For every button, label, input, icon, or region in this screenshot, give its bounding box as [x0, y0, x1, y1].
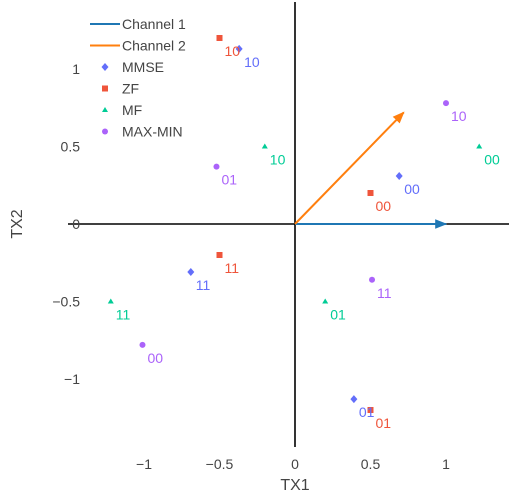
legend[interactable]: Channel 1 Channel 2 MMSE ZF MF MAX-MIN: [90, 16, 186, 140]
legend-item-max-min[interactable]: MAX-MIN: [102, 124, 183, 140]
zf-point-label: 11: [225, 260, 240, 276]
mmse-point: [187, 268, 195, 277]
mf-point-label: 10: [270, 152, 286, 168]
y-axis-title: TX2: [9, 209, 26, 238]
legend-item-zf[interactable]: ZF: [102, 81, 139, 97]
zf-point-label: 00: [376, 198, 392, 214]
y-tick-label: −1: [64, 371, 80, 387]
mmse-point: [235, 44, 243, 53]
zf-point: [367, 190, 374, 196]
max-min-point-label: 11: [377, 285, 392, 301]
x-axis-title: TX1: [280, 477, 309, 494]
zf-point: [367, 407, 374, 413]
channel-vectors: [294, 111, 448, 229]
max-min-point-label: 10: [451, 108, 467, 124]
y-tick-label: 0: [72, 216, 80, 232]
mmse-point-label: 11: [196, 277, 211, 293]
max-min-point: [443, 100, 449, 107]
y-tick-label: 0.5: [61, 139, 81, 155]
legend-marker-swatch: [102, 107, 108, 112]
zf-point: [216, 252, 223, 258]
y-tick-label: −0.5: [52, 294, 80, 310]
max-min-point: [369, 276, 376, 283]
mf-point-label: 11: [116, 307, 131, 323]
max-min-point-label: 01: [221, 172, 237, 188]
legend-label: Channel 2: [122, 38, 186, 54]
mf-point-label: 01: [330, 307, 346, 323]
tick-labels: −1 −0.5 0 0.5 110.50−0.5−1: [52, 61, 450, 472]
mf-point-label: 00: [484, 152, 500, 168]
zf-point: [216, 35, 223, 41]
x-tick-label: 0: [291, 456, 299, 472]
legend-item-channel-2[interactable]: Channel 2: [90, 38, 186, 54]
legend-item-mf[interactable]: MF: [102, 102, 142, 118]
x-tick-label: −1: [136, 456, 152, 472]
x-tick-label: −0.5: [206, 456, 234, 472]
mmse-point-label: 00: [404, 181, 420, 197]
legend-marker-swatch: [102, 128, 108, 135]
legend-label: ZF: [122, 81, 139, 97]
mf-point: [322, 298, 329, 304]
mmse-point: [395, 171, 403, 180]
x-tick-label: 1: [442, 456, 450, 472]
mf-point: [107, 298, 114, 304]
legend-item-channel-1[interactable]: Channel 1: [90, 16, 186, 32]
legend-item-mmse[interactable]: MMSE: [101, 59, 165, 75]
legend-label: MMSE: [122, 59, 164, 75]
max-min-point-label: 00: [147, 350, 163, 366]
mmse-point: [350, 395, 358, 404]
x-tick-label: 0.5: [361, 456, 381, 472]
max-min-point: [139, 341, 146, 348]
data-points: [107, 35, 483, 413]
zf-point-label: 01: [376, 415, 392, 431]
mmse-point-label: 10: [244, 54, 260, 70]
legend-marker-swatch: [102, 85, 108, 92]
legend-marker-swatch: [101, 63, 109, 71]
y-tick-label: 1: [72, 61, 80, 77]
max-min-point: [213, 163, 220, 170]
zf-point-label: 10: [225, 43, 241, 59]
legend-label: MAX-MIN: [122, 124, 183, 140]
legend-label: Channel 1: [122, 16, 186, 32]
mmse-point-label: 01: [359, 404, 375, 420]
mf-point: [476, 143, 483, 149]
point-labels: 10 00 11 01 10 00 11 01 10 00 11 01 10 01 11 00: [116, 43, 500, 431]
legend-label: MF: [122, 102, 142, 118]
channel-vector-2: [294, 111, 405, 225]
mf-point: [261, 143, 268, 149]
